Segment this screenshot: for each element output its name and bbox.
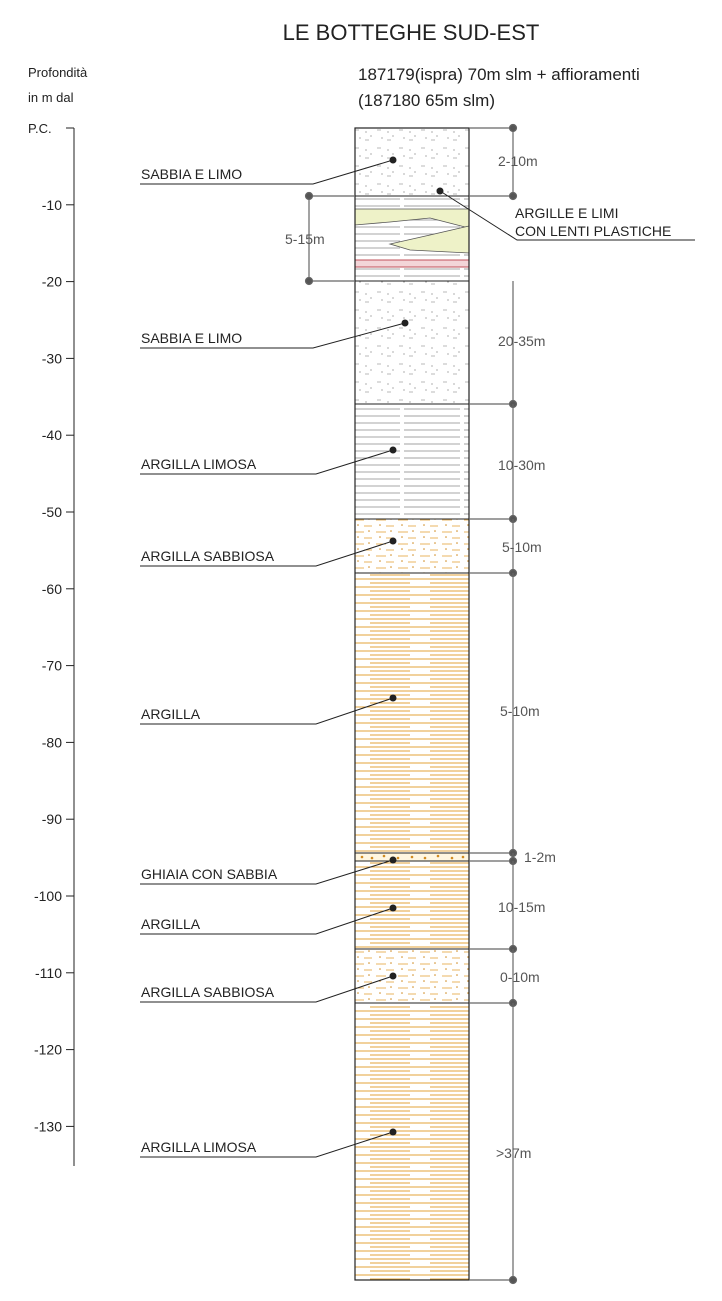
layer-label-ghiaia-con-sabbia: GHIAIA CON SABBIA [141, 866, 278, 882]
thickness-label: 10-30m [498, 457, 545, 473]
axis-label-line3: P.C. [28, 121, 52, 136]
thickness-label: 5-10m [502, 539, 542, 555]
diagram-subtitle-line1: 187179(ispra) 70m slm + affioramenti [358, 65, 640, 84]
layer-label-argille-limi: ARGILLE E LIMI [515, 205, 618, 221]
layer-label-sabbia-limo: SABBIA E LIMO [141, 166, 242, 182]
layer-sabbia-limo-mid [355, 281, 469, 404]
depth-tick-label: -70 [42, 658, 62, 674]
layer-label-argilla-sabbiosa: ARGILLA SABBIOSA [141, 548, 275, 564]
thickness-label: 20-35m [498, 333, 545, 349]
depth-tick-label: -20 [42, 274, 62, 290]
depth-tick-label: -130 [34, 1118, 62, 1134]
layer-argilla-thick [355, 573, 469, 853]
thickness-label: 1-2m [524, 849, 556, 865]
depth-tick-label: -80 [42, 734, 62, 750]
layer-label-argilla: ARGILLA [141, 706, 201, 722]
axis-label-line2: in m dal [28, 90, 74, 105]
layer-argilla-limosa-bottom [355, 1003, 469, 1280]
thickness-label: >37m [496, 1145, 531, 1161]
depth-tick-label: -30 [42, 350, 62, 366]
thickness-label: 0-10m [500, 969, 540, 985]
axis-label-line1: Profondità [28, 65, 88, 80]
depth-tick-label: -110 [35, 965, 62, 981]
thickness-labels: 2-10m 5-15m 20-35m 10-30m 5-10m 5-10m 1-… [285, 153, 556, 1161]
ghiaia-dots [360, 854, 465, 860]
layer-label-argilla-limosa: ARGILLA LIMOSA [141, 456, 257, 472]
diagram-subtitle-line2: (187180 65m slm) [358, 91, 495, 110]
depth-tick-label: -120 [34, 1042, 62, 1058]
depth-tick-label: -90 [42, 811, 62, 827]
layer-argilla-sabbiosa-lower [355, 949, 469, 1003]
red-thin-band [354, 259, 470, 268]
stratigraphic-column [354, 127, 470, 1281]
diagram-title: LE BOTTEGHE SUD-EST [283, 20, 540, 45]
layer-argilla-sabbiosa-upper [355, 519, 469, 573]
layer-label-lenti-plastiche: CON LENTI PLASTICHE [515, 223, 671, 239]
layer-label-sabbia-limo: SABBIA E LIMO [141, 330, 242, 346]
thickness-label: 5-10m [500, 703, 540, 719]
thickness-label: 10-15m [498, 899, 545, 915]
depth-axis-ticks: -10 -20 -30 -40 -50 -60 -70 -80 -90 -100 -110 -120 -… [34, 197, 74, 1134]
depth-tick-label: -40 [42, 427, 62, 443]
layer-sabbia-limo-top [355, 128, 469, 196]
layer-label-argilla: ARGILLA [141, 916, 201, 932]
layer-labels: SABBIA E LIMO ARGILLE E LIMI CON LENTI P… [141, 166, 671, 1155]
layer-label-argilla-limosa: ARGILLA LIMOSA [141, 1139, 257, 1155]
layer-argilla-lower [355, 861, 469, 949]
thickness-label: 2-10m [498, 153, 538, 169]
depth-tick-label: -50 [42, 504, 62, 520]
leader-lines [140, 156, 695, 1158]
layer-label-argilla-sabbiosa: ARGILLA SABBIOSA [141, 984, 275, 1000]
column-outline [354, 127, 470, 1281]
thickness-label: 5-15m [285, 231, 325, 247]
depth-tick-label: -60 [42, 581, 62, 597]
depth-tick-label: -100 [34, 888, 62, 904]
depth-tick-label: -10 [42, 197, 62, 213]
layer-argilla-limosa-upper [355, 404, 469, 519]
thickness-dimensions [304, 123, 518, 1285]
